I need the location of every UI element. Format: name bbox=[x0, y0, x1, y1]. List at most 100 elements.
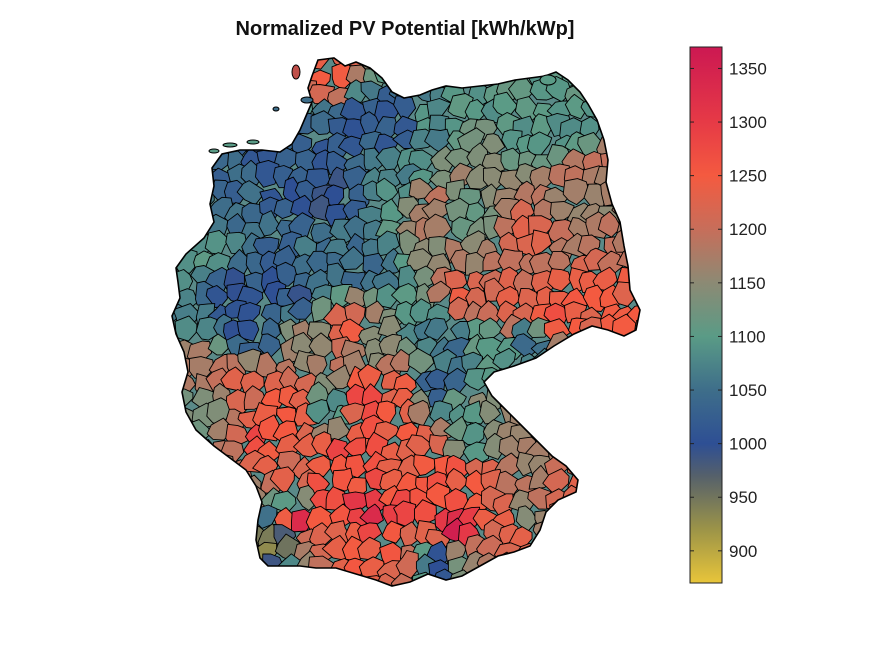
district-region bbox=[204, 534, 227, 558]
district-region bbox=[549, 499, 571, 524]
district-region bbox=[172, 439, 180, 464]
district-region bbox=[409, 588, 432, 612]
district-region bbox=[172, 534, 185, 562]
district-region bbox=[597, 334, 619, 362]
district-region bbox=[612, 553, 639, 579]
district-region bbox=[532, 520, 557, 544]
district-region bbox=[631, 237, 640, 263]
colorbar-tick-label: 1200 bbox=[729, 220, 767, 239]
district-region bbox=[481, 63, 509, 85]
district-region bbox=[613, 130, 639, 159]
district-region bbox=[514, 369, 537, 396]
district-region bbox=[617, 524, 640, 551]
district-region bbox=[552, 388, 573, 408]
district-region bbox=[274, 571, 300, 586]
district-region bbox=[306, 590, 334, 617]
district-region bbox=[621, 100, 640, 128]
district-region bbox=[559, 403, 587, 428]
district-region bbox=[257, 109, 283, 135]
district-region bbox=[530, 571, 558, 586]
district-region bbox=[631, 488, 640, 511]
district-region bbox=[501, 371, 526, 393]
district-region bbox=[564, 350, 585, 377]
district-region bbox=[236, 319, 260, 342]
district-region bbox=[618, 166, 640, 188]
district-region bbox=[613, 110, 636, 135]
district-region bbox=[612, 180, 640, 203]
district-region bbox=[533, 366, 557, 391]
district-region bbox=[189, 505, 212, 534]
district-region bbox=[172, 214, 200, 240]
district-region bbox=[222, 487, 251, 515]
district-region bbox=[210, 452, 236, 479]
district-region bbox=[628, 420, 640, 445]
district-region bbox=[483, 432, 505, 460]
district-region bbox=[637, 279, 640, 305]
district-region bbox=[175, 127, 199, 153]
district-region bbox=[191, 455, 217, 479]
district-region bbox=[272, 588, 298, 613]
district-region bbox=[600, 178, 626, 207]
district-region bbox=[207, 525, 233, 550]
district-region bbox=[603, 595, 626, 620]
district-region bbox=[479, 58, 507, 66]
district-region bbox=[633, 148, 640, 174]
district-region bbox=[563, 418, 589, 439]
district-region bbox=[617, 368, 640, 392]
district-region bbox=[431, 62, 454, 88]
district-region bbox=[226, 552, 253, 580]
district-region bbox=[618, 406, 640, 428]
district-region bbox=[564, 93, 588, 120]
district-region bbox=[203, 487, 231, 510]
district-region bbox=[632, 542, 640, 567]
district-region bbox=[204, 574, 231, 586]
district-region bbox=[193, 569, 216, 586]
district-region bbox=[205, 500, 232, 527]
district-region bbox=[631, 369, 640, 394]
district-region bbox=[172, 418, 193, 443]
district-region bbox=[634, 130, 640, 156]
district-region bbox=[172, 363, 179, 390]
district-region bbox=[172, 408, 178, 431]
district-region bbox=[258, 210, 282, 237]
district-region bbox=[187, 537, 213, 562]
district-region bbox=[172, 455, 180, 478]
district-region bbox=[172, 58, 182, 69]
district-region bbox=[260, 84, 282, 106]
district-region bbox=[563, 539, 589, 567]
district-region bbox=[614, 439, 638, 464]
district-region bbox=[627, 58, 640, 65]
district-region bbox=[610, 510, 638, 535]
district-region bbox=[544, 523, 570, 546]
district-region bbox=[172, 505, 181, 534]
district-region bbox=[599, 578, 625, 586]
colorbar-tick-label: 900 bbox=[729, 542, 757, 561]
district-region bbox=[325, 364, 354, 390]
district-region bbox=[565, 559, 589, 584]
district-region bbox=[584, 381, 608, 408]
map-title: Normalized PV Potential [kWh/kWp] bbox=[235, 18, 575, 40]
district-region bbox=[534, 551, 558, 575]
district-region bbox=[615, 536, 640, 564]
district-region bbox=[600, 78, 622, 104]
district-region bbox=[188, 78, 213, 107]
district-region bbox=[428, 585, 452, 586]
district-region bbox=[172, 165, 180, 190]
district-region bbox=[528, 403, 555, 425]
district-region bbox=[172, 220, 183, 245]
district-region bbox=[223, 592, 247, 614]
district-region bbox=[494, 568, 523, 586]
district-region bbox=[632, 251, 640, 274]
district-region bbox=[629, 406, 640, 434]
district-region bbox=[395, 58, 420, 74]
district-region bbox=[303, 574, 331, 586]
district-region bbox=[226, 94, 253, 118]
district-region bbox=[562, 58, 584, 70]
district-region bbox=[595, 484, 620, 510]
district-region bbox=[273, 80, 297, 106]
district-region bbox=[511, 58, 534, 70]
colorbar-tick-label: 1100 bbox=[729, 327, 766, 346]
district-region bbox=[389, 348, 412, 372]
district-region bbox=[527, 391, 551, 415]
district-region bbox=[230, 81, 251, 106]
